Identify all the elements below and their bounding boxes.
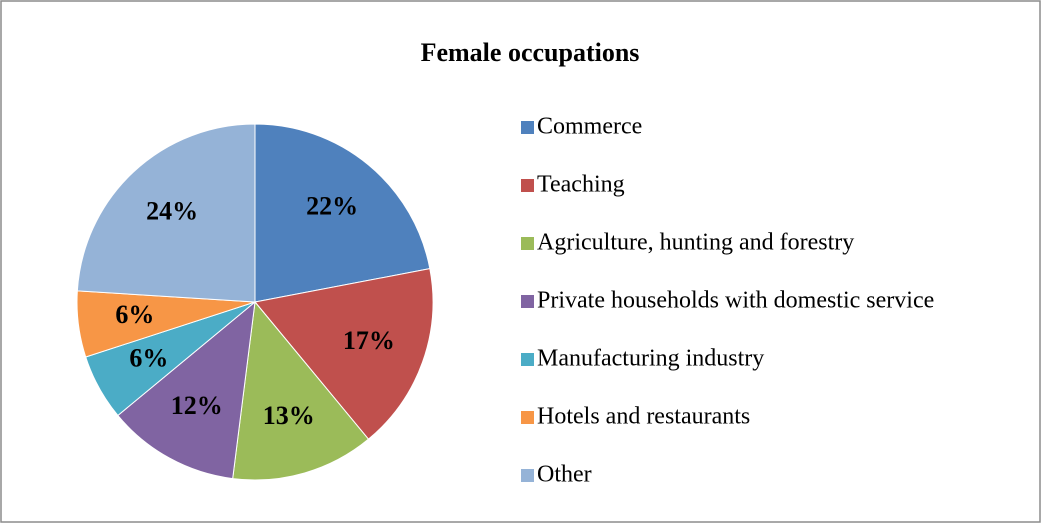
pie-slice xyxy=(76,123,256,303)
pie-slice xyxy=(254,268,434,440)
pie-slice xyxy=(117,300,256,480)
legend-label: Agriculture, hunting and forestry xyxy=(537,230,854,256)
pie-slice xyxy=(232,300,370,481)
legend-swatch xyxy=(521,411,534,424)
legend-swatch xyxy=(521,295,534,308)
data-label: 22% xyxy=(306,192,358,221)
data-label: 6% xyxy=(129,343,168,372)
data-label: 24% xyxy=(146,197,198,226)
legend-label: Hotels and restaurants xyxy=(537,404,750,430)
legend-swatch xyxy=(521,353,534,366)
legend-swatch xyxy=(521,121,534,134)
legend-label: Other xyxy=(537,462,592,488)
legend-label: Private households with domestic service xyxy=(537,288,934,314)
legend-swatch xyxy=(521,469,534,482)
pie-slice xyxy=(254,123,431,303)
legend-label: Teaching xyxy=(537,172,625,198)
chart-title: Female occupations xyxy=(421,38,640,67)
legend-swatch xyxy=(521,237,534,250)
data-label: 6% xyxy=(115,300,154,329)
data-label: 13% xyxy=(263,401,315,430)
data-label: 17% xyxy=(343,326,395,355)
legend-swatch xyxy=(521,179,534,192)
data-label: 12% xyxy=(171,391,223,420)
legend-label: Manufacturing industry xyxy=(537,346,764,372)
legend-label: Commerce xyxy=(537,114,642,140)
